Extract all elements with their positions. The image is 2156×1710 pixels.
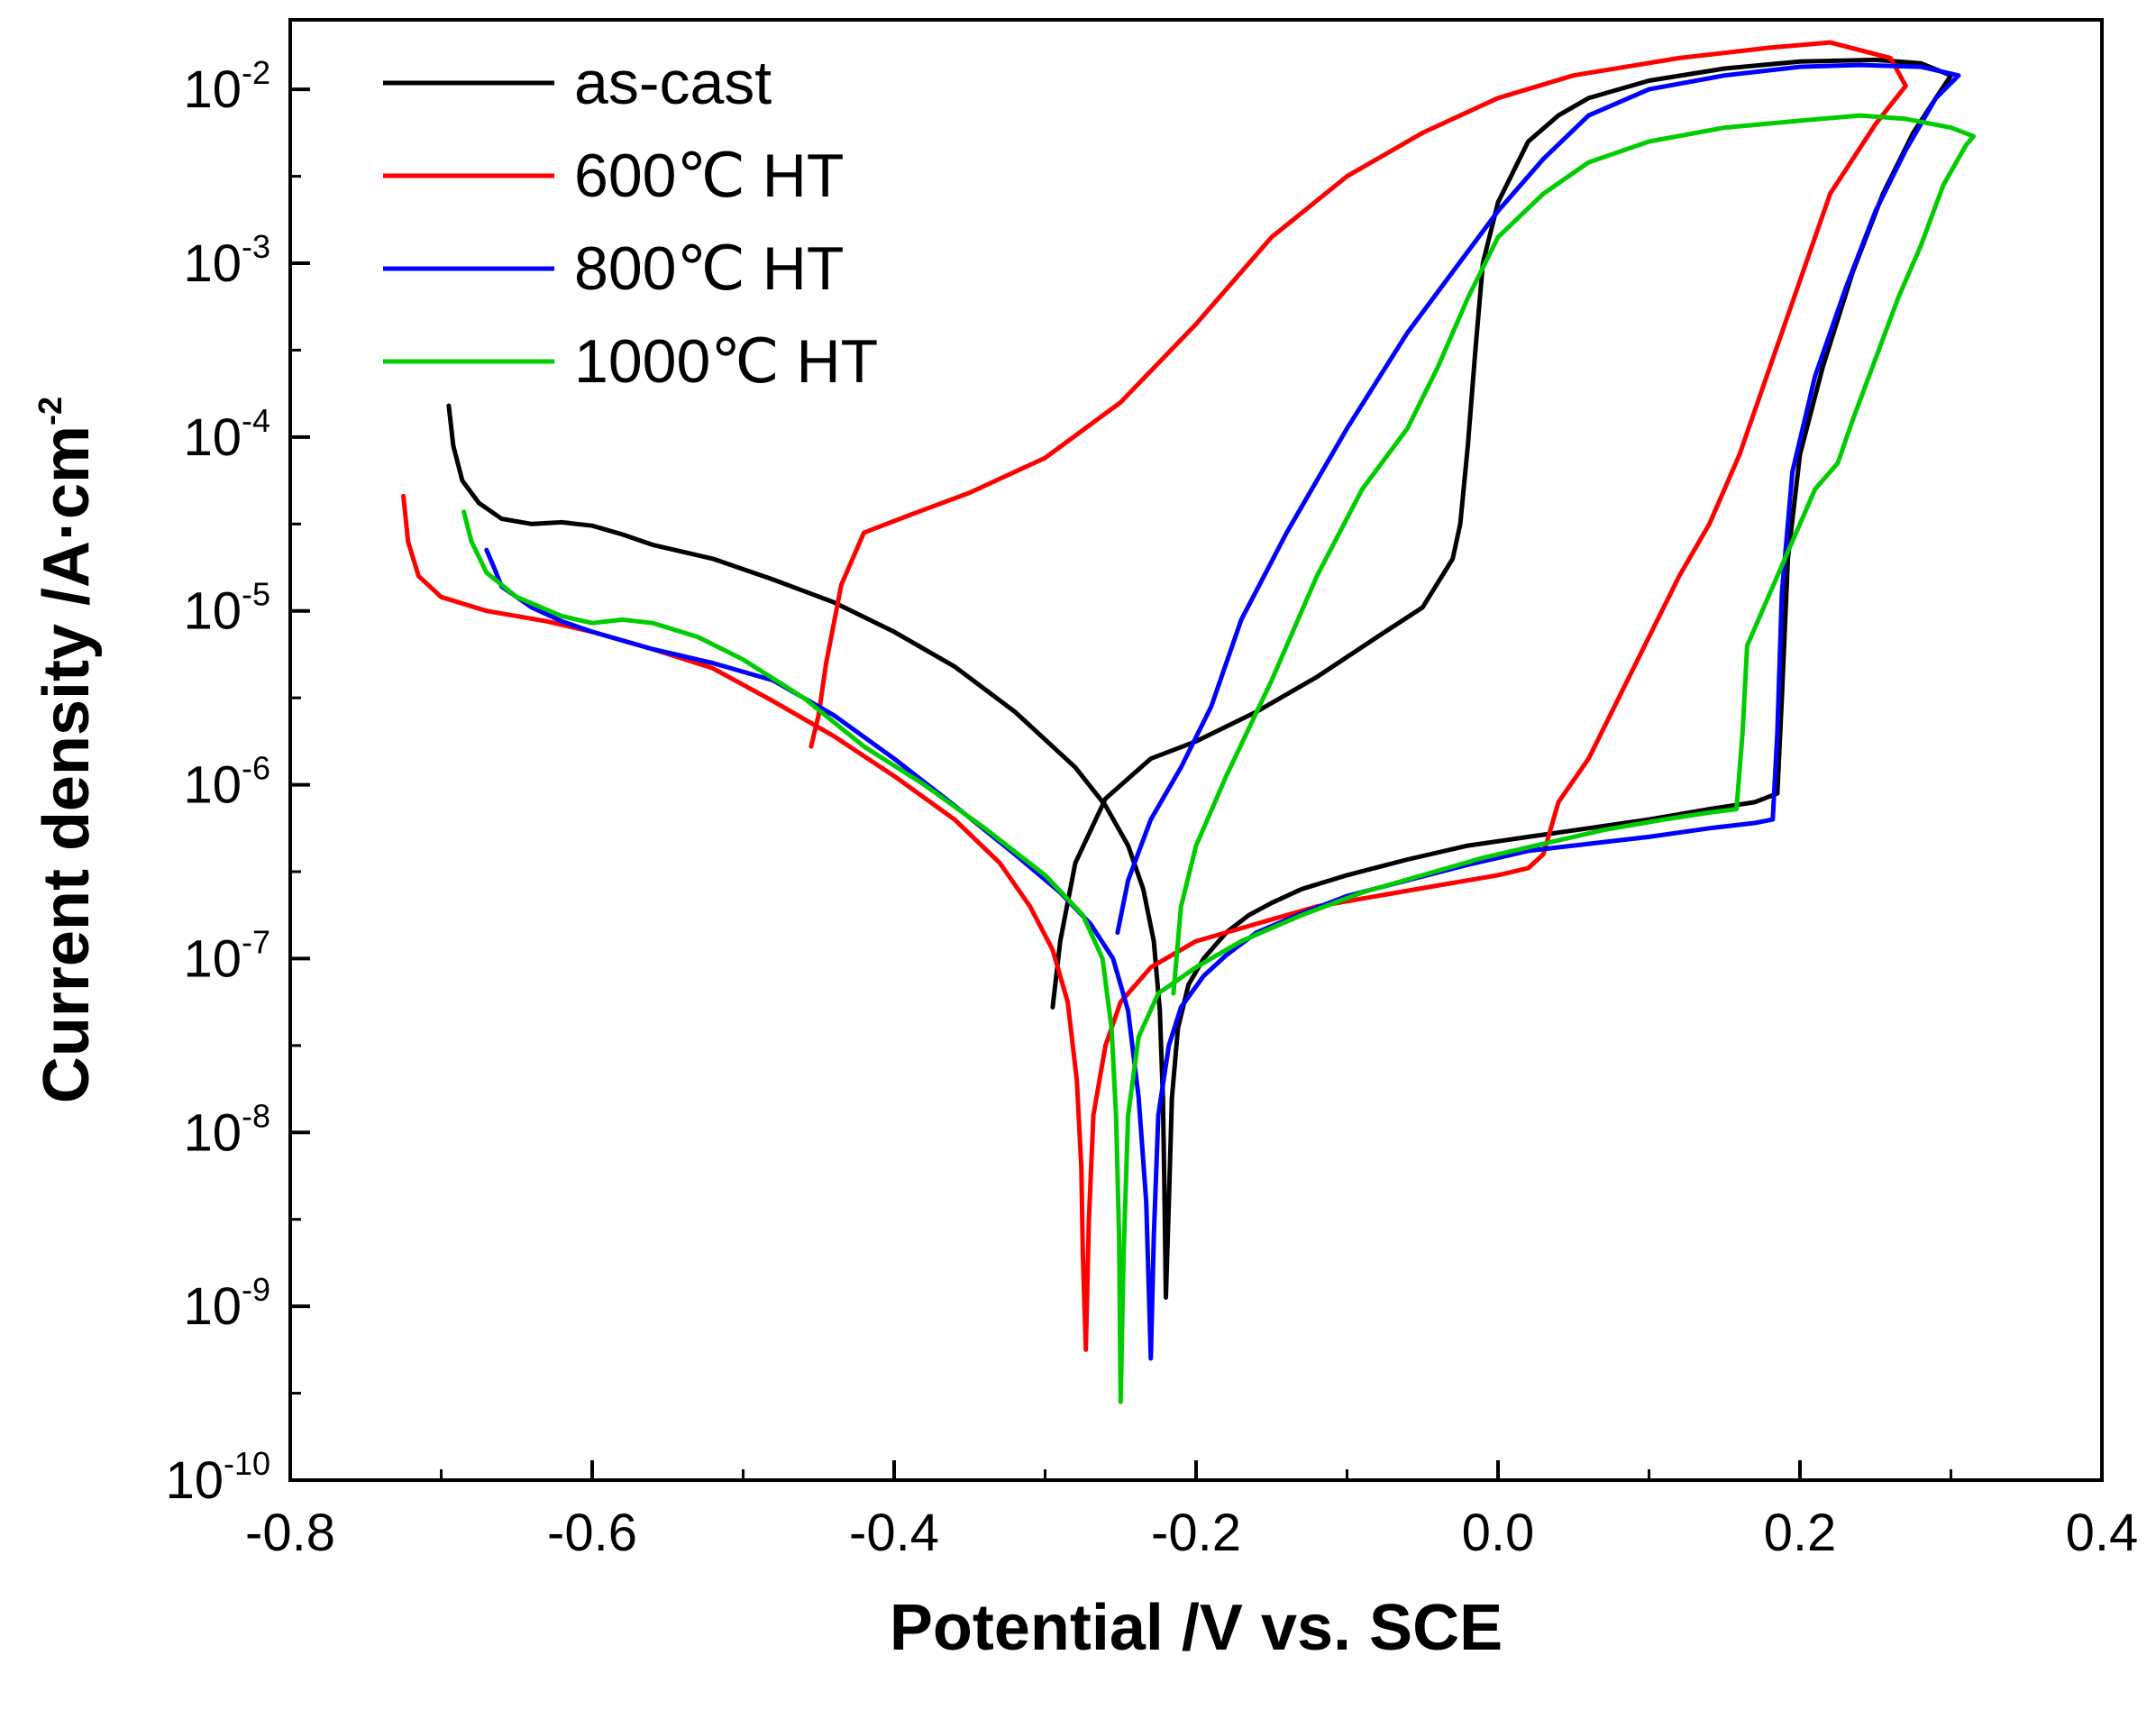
legend: as-cast 600℃ HT 800℃ HT 1000℃ HT — [383, 49, 878, 396]
legend-label: 600℃ HT — [574, 142, 844, 210]
legend-label: as-cast — [574, 49, 772, 117]
y-tick-label: 10-6 — [183, 750, 270, 815]
x-tick-label: -0.4 — [849, 1504, 939, 1562]
y-tick-exponent: -7 — [242, 923, 270, 960]
y-tick-exponent: -3 — [242, 228, 270, 265]
y-tick-label: 10-3 — [183, 228, 270, 293]
y-tick-base: 10 — [183, 756, 242, 815]
y-tick-base: 10 — [183, 1103, 242, 1162]
y-tick-base: 10 — [165, 1451, 224, 1510]
x-axis: -0.8 -0.6 -0.4 -0.2 0.0 0.2 0.4 — [245, 1460, 2138, 1562]
x-tick-label: 0.2 — [1764, 1504, 1837, 1562]
x-tick-label: 0.0 — [1462, 1504, 1535, 1562]
y-axis-label-sup: -2 — [32, 397, 69, 425]
y-tick-label: 10-10 — [165, 1445, 270, 1510]
y-axis-label: Current density /A·cm-2 — [31, 397, 103, 1103]
y-tick-exponent: -6 — [242, 750, 270, 787]
x-axis-label: Potential /V vs. SCE — [890, 1592, 1503, 1664]
x-tick-label: -0.2 — [1151, 1504, 1241, 1562]
y-tick-base: 10 — [183, 408, 242, 467]
y-tick-exponent: -9 — [242, 1271, 270, 1308]
legend-label: 1000℃ HT — [574, 327, 878, 396]
x-tick-label: -0.6 — [547, 1504, 637, 1562]
y-tick-base: 10 — [183, 1277, 242, 1336]
series-layer — [401, 40, 1977, 1404]
x-tick-label: -0.8 — [245, 1504, 335, 1562]
y-tick-base: 10 — [183, 929, 242, 988]
y-tick-base: 10 — [183, 60, 242, 119]
y-tick-label: 10-4 — [183, 402, 270, 467]
series-line-600-ht — [401, 40, 1908, 1352]
y-tick-label: 10-5 — [183, 576, 270, 641]
y-tick-label: 10-8 — [183, 1097, 270, 1162]
y-tick-exponent: -8 — [242, 1097, 270, 1134]
y-axis-label-main: Current density /A·cm — [31, 425, 103, 1103]
y-tick-exponent: -5 — [242, 576, 270, 613]
y-axis: 10-210-310-410-510-610-710-810-910-10 — [165, 54, 310, 1510]
y-tick-exponent: -2 — [242, 54, 270, 91]
x-tick-label: 0.4 — [2066, 1504, 2139, 1562]
y-tick-exponent: -4 — [242, 402, 270, 439]
y-tick-base: 10 — [183, 234, 242, 293]
series-line-1000-ht — [461, 113, 1977, 1404]
y-tick-label: 10-9 — [183, 1271, 270, 1336]
series-line-as-cast — [446, 57, 1953, 1300]
y-tick-label: 10-2 — [183, 54, 270, 119]
y-tick-label: 10-7 — [183, 923, 270, 988]
y-tick-exponent: -10 — [224, 1445, 270, 1482]
y-tick-base: 10 — [183, 582, 242, 641]
legend-label: 800℃ HT — [574, 234, 844, 303]
